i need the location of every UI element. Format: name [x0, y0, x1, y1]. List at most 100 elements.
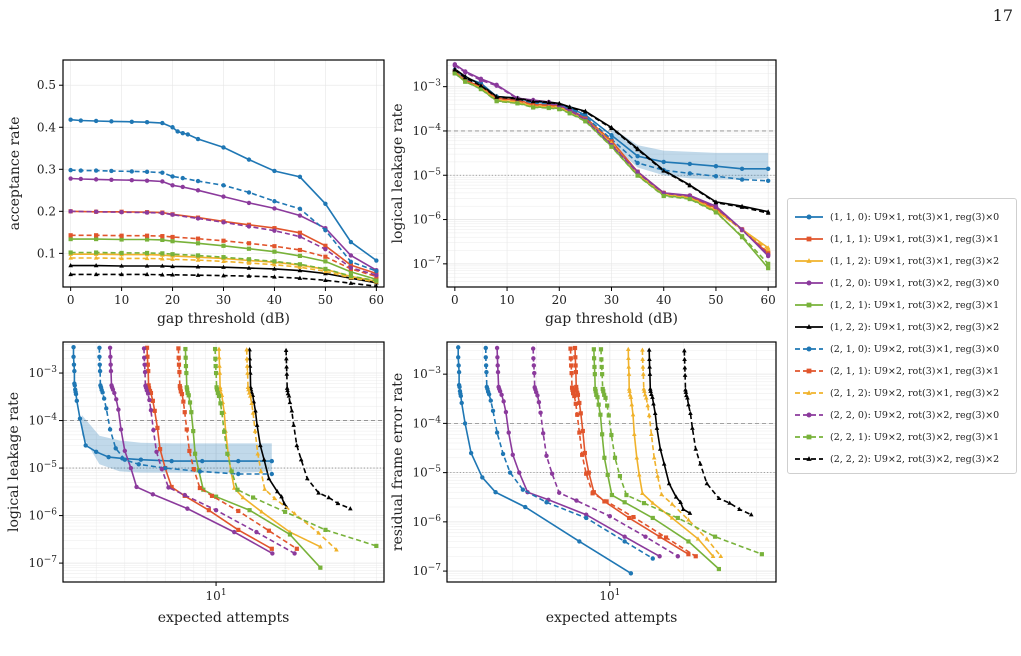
- series: [212, 346, 379, 549]
- data-point: [506, 430, 511, 435]
- data-point: [323, 527, 328, 532]
- data-point: [191, 467, 196, 472]
- data-point: [635, 153, 640, 159]
- data-point: [494, 83, 499, 88]
- data-point: [641, 386, 647, 391]
- legend-swatch: [795, 280, 823, 286]
- data-point: [650, 394, 655, 399]
- data-point: [83, 443, 88, 448]
- data-point: [245, 384, 251, 390]
- legend-marker: [806, 346, 812, 352]
- y-tick-label: 10−3: [28, 365, 57, 380]
- data-point: [577, 400, 582, 406]
- data-point: [626, 371, 632, 376]
- data-point: [222, 429, 227, 434]
- y-tick-label: 0.5: [37, 78, 56, 92]
- data-point: [675, 554, 681, 559]
- x-tick-label: 20: [165, 293, 180, 307]
- data-point: [686, 539, 691, 544]
- data-point: [297, 174, 303, 180]
- data-point: [646, 347, 652, 352]
- data-point: [216, 346, 222, 351]
- data-point: [160, 251, 165, 256]
- legend-entry: (1, 2, 0): U9×1, rot(3)×2, reg(3)×0: [794, 273, 999, 293]
- data-point: [294, 442, 300, 448]
- data-point: [503, 409, 509, 415]
- data-point: [647, 371, 653, 376]
- data-point: [235, 487, 240, 492]
- data-point: [68, 263, 73, 268]
- data-point: [236, 508, 241, 514]
- data-point: [97, 362, 102, 367]
- data-point: [713, 174, 719, 179]
- data-point: [483, 355, 488, 360]
- data-point: [129, 119, 134, 124]
- data-point: [600, 372, 605, 377]
- data-point: [599, 357, 604, 362]
- data-point: [641, 501, 647, 506]
- series: [176, 346, 299, 551]
- legend-label: (2, 1, 0): U9×2, rot(3)×1, reg(3)×0: [830, 343, 1000, 355]
- data-point: [93, 177, 99, 182]
- data-point: [305, 476, 310, 481]
- data-point: [107, 345, 113, 350]
- x-tick-label: 30: [216, 293, 231, 307]
- data-point: [712, 534, 718, 539]
- series-line: [177, 348, 298, 550]
- data-point: [507, 470, 513, 475]
- data-point: [657, 554, 662, 559]
- legend-marker: [806, 302, 812, 308]
- y-tick-label: 0.3: [37, 162, 56, 176]
- data-point: [680, 506, 686, 511]
- data-point: [292, 551, 297, 556]
- series-line: [641, 349, 722, 557]
- data-point: [93, 263, 99, 268]
- data-point: [170, 183, 175, 188]
- data-point: [160, 120, 165, 126]
- data-point: [323, 266, 328, 272]
- data-point: [483, 363, 489, 368]
- data-point: [212, 346, 218, 352]
- data-point: [144, 120, 150, 125]
- data-point: [457, 384, 462, 390]
- x-tick-label: 50: [708, 293, 723, 307]
- data-point: [187, 400, 193, 405]
- data-point: [247, 393, 253, 398]
- data-point: [292, 511, 297, 516]
- data-point: [246, 190, 252, 195]
- data-point: [575, 392, 581, 397]
- data-point: [114, 397, 119, 402]
- data-point: [501, 399, 506, 404]
- data-point: [640, 364, 646, 369]
- data-point: [605, 472, 610, 477]
- x-axis-label: expected attempts: [158, 610, 290, 626]
- data-point: [108, 354, 113, 359]
- data-point: [185, 387, 190, 392]
- data-point: [68, 271, 73, 277]
- data-point: [500, 451, 506, 457]
- data-point: [118, 427, 124, 432]
- data-point: [659, 491, 664, 497]
- series: [68, 263, 379, 285]
- legend-marker: [806, 236, 812, 242]
- data-point: [635, 160, 640, 166]
- data-point: [269, 458, 274, 464]
- series-line: [600, 349, 763, 555]
- series-line: [245, 349, 338, 551]
- data-point: [602, 455, 607, 460]
- data-point: [72, 368, 77, 374]
- data-point: [119, 250, 124, 256]
- data-point: [580, 452, 585, 457]
- x-tick-label: 50: [318, 293, 333, 307]
- data-point: [593, 389, 598, 394]
- x-tick-label: 40: [267, 293, 282, 307]
- data-point: [647, 364, 652, 369]
- data-point: [134, 484, 139, 490]
- data-point: [603, 395, 608, 400]
- data-point: [229, 469, 234, 474]
- data-point: [609, 144, 614, 149]
- data-point: [221, 183, 226, 188]
- data-point: [600, 432, 605, 437]
- data-point: [578, 411, 583, 416]
- data-point: [643, 395, 649, 400]
